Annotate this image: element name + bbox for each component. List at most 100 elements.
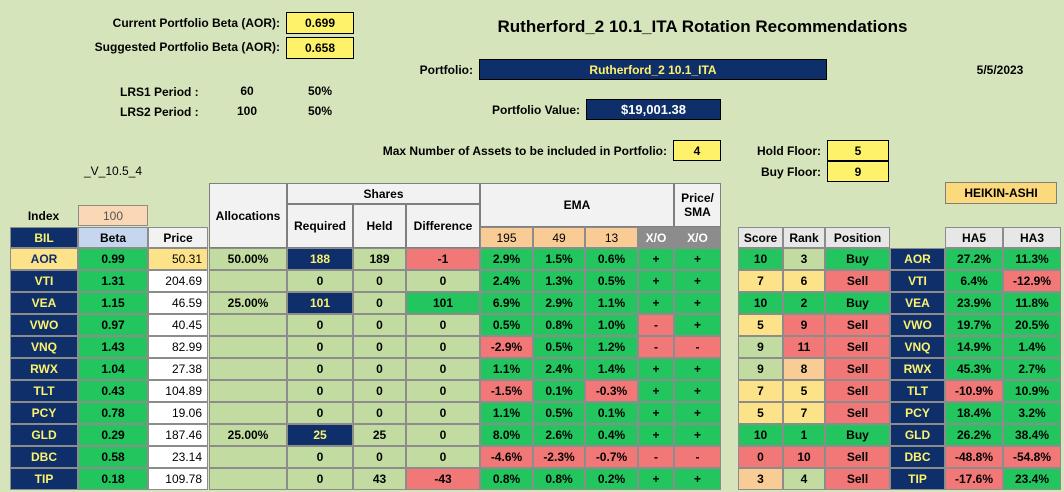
ema195-cell: 8.0% <box>480 424 533 446</box>
rank-cell: 11 <box>783 336 825 358</box>
ema13-cell: 0.6% <box>585 248 638 270</box>
score-cell: 0 <box>738 446 783 468</box>
required-cell: 0 <box>287 446 353 468</box>
ticker-cell-right: VNQ <box>890 336 945 358</box>
position-cell: Sell <box>825 468 890 490</box>
report-date: 5/5/2023 <box>976 63 1024 77</box>
ticker-cell: VEA <box>10 292 78 314</box>
ema49-cell: 0.5% <box>533 336 585 358</box>
sma-xo-cell: + <box>674 248 721 270</box>
allocation-cell <box>209 314 287 336</box>
shares-header: Shares <box>287 183 480 204</box>
allocation-cell <box>209 380 287 402</box>
required-cell: 0 <box>287 336 353 358</box>
allocation-cell <box>209 468 287 490</box>
sma-xo-cell: + <box>674 292 721 314</box>
held-cell: 0 <box>353 402 406 424</box>
sma-xo-cell: + <box>674 270 721 292</box>
difference-cell: 0 <box>406 270 480 292</box>
difference-cell: -1 <box>406 248 480 270</box>
score-cell: 5 <box>738 314 783 336</box>
ha5-cell: 18.4% <box>945 402 1003 424</box>
held-cell: 189 <box>353 248 406 270</box>
difference-cell: 0 <box>406 336 480 358</box>
ema13-cell: 0.2% <box>585 468 638 490</box>
difference-cell: 0 <box>406 424 480 446</box>
max-assets-value: 4 <box>673 140 721 161</box>
price-cell: 23.14 <box>148 446 208 468</box>
xo-header: X/O <box>638 227 674 248</box>
ha5-cell: 14.9% <box>945 336 1003 358</box>
lrs2-label: LRS2 Period : <box>120 105 199 119</box>
required-cell: 0 <box>287 270 353 292</box>
held-cell: 0 <box>353 358 406 380</box>
rank-cell: 8 <box>783 358 825 380</box>
required-header: Required <box>287 204 353 248</box>
position-cell: Sell <box>825 270 890 292</box>
required-cell: 25 <box>287 424 353 446</box>
rank-cell: 9 <box>783 314 825 336</box>
version-label: _V_10.5_4 <box>84 164 143 178</box>
difference-cell: 0 <box>406 358 480 380</box>
ema195-cell: 6.9% <box>480 292 533 314</box>
lrs2-pct: 50% <box>307 104 333 118</box>
price-cell: 46.59 <box>148 292 208 314</box>
ha5-cell: 26.2% <box>945 424 1003 446</box>
held-cell: 0 <box>353 380 406 402</box>
bil-header: BIL <box>10 227 78 248</box>
score-cell: 7 <box>738 380 783 402</box>
required-cell: 101 <box>287 292 353 314</box>
ema-header: EMA <box>480 183 674 227</box>
difference-cell: -43 <box>406 468 480 490</box>
ema49-cell: 1.3% <box>533 270 585 292</box>
ema13-cell: 0.5% <box>585 270 638 292</box>
difference-cell: 0 <box>406 446 480 468</box>
ema13-cell: -0.7% <box>585 446 638 468</box>
position-cell: Buy <box>825 292 890 314</box>
heikin-ashi-label: HEIKIN-ASHI <box>945 182 1057 204</box>
ema195-cell: 1.1% <box>480 358 533 380</box>
allocation-cell <box>209 336 287 358</box>
sma-xo-cell: + <box>674 468 721 490</box>
ha3-cell: 10.9% <box>1003 380 1061 402</box>
sma-xo-cell: + <box>674 314 721 336</box>
ticker-cell-right: PCY <box>890 402 945 424</box>
ha3-cell: 38.4% <box>1003 424 1061 446</box>
xo2-header: X/O <box>674 227 721 248</box>
ema13-cell: 1.2% <box>585 336 638 358</box>
price-cell: 204.69 <box>148 270 208 292</box>
allocation-cell <box>209 270 287 292</box>
index-value: 100 <box>78 205 148 226</box>
score-cell: 7 <box>738 270 783 292</box>
ha5-cell: 27.2% <box>945 248 1003 270</box>
sma-xo-cell: + <box>674 424 721 446</box>
ticker-cell-right: RWX <box>890 358 945 380</box>
rank-cell: 1 <box>783 424 825 446</box>
ema13-cell: -0.3% <box>585 380 638 402</box>
hold-floor-label: Hold Floor: <box>757 144 821 158</box>
difference-cell: 101 <box>406 292 480 314</box>
ticker-cell: VNQ <box>10 336 78 358</box>
position-cell: Sell <box>825 314 890 336</box>
price-cell: 50.31 <box>148 248 208 270</box>
ha5-cell: -17.6% <box>945 468 1003 490</box>
score-cell: 10 <box>738 424 783 446</box>
ema13-header: 13 <box>585 227 638 248</box>
hold-floor-value: 5 <box>827 140 889 161</box>
price-cell: 40.45 <box>148 314 208 336</box>
ema195-header: 195 <box>480 227 533 248</box>
beta-header: Beta <box>78 227 148 248</box>
difference-cell: 0 <box>406 380 480 402</box>
sma-xo-cell: + <box>674 380 721 402</box>
held-header: Held <box>353 204 406 248</box>
ticker-cell-right: AOR <box>890 248 945 270</box>
required-cell: 0 <box>287 380 353 402</box>
ha3-cell: 20.5% <box>1003 314 1061 336</box>
score-cell: 9 <box>738 336 783 358</box>
ha3-cell: 11.3% <box>1003 248 1061 270</box>
ticker-cell: VTI <box>10 270 78 292</box>
beta-cell: 0.99 <box>78 248 148 270</box>
ema13-cell: 0.1% <box>585 402 638 424</box>
ticker-cell: GLD <box>10 424 78 446</box>
difference-cell: 0 <box>406 402 480 424</box>
